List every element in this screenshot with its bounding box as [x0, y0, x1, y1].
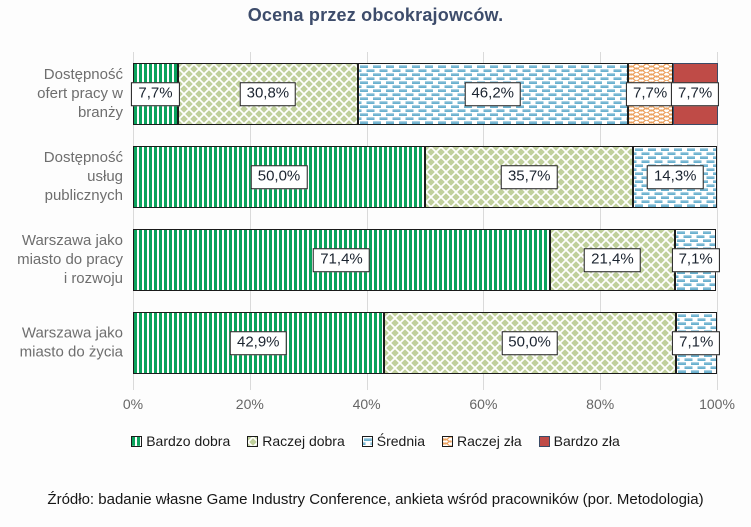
legend-swatch-diamond — [247, 435, 259, 447]
category-label: Warszawa jako miasto do pracy i rozwoju — [17, 231, 123, 287]
segment-value-label: 7,1% — [672, 331, 721, 355]
segment-value-label: 50,0% — [501, 331, 558, 355]
segment-value-label: 50,0% — [250, 165, 308, 189]
legend-item: Bardzo dobra — [131, 433, 230, 449]
segment-value-label: 7,7% — [131, 82, 180, 106]
category-label: Warszawa jako miasto do życia — [19, 324, 123, 360]
x-tick-label: 20% — [235, 396, 264, 412]
legend-swatch-wave — [442, 435, 454, 447]
bar-row: 50,0% 35,7% 14,3% — [133, 146, 717, 208]
bar-row: 7,7% 30,8% 46,2% 7,7% 7,7% — [131, 63, 720, 125]
x-tick-label: 60% — [469, 396, 498, 412]
legend-label: Bardzo zła — [553, 433, 620, 449]
x-tick-label: 40% — [352, 396, 381, 412]
segment-value-label: 7,7% — [670, 82, 720, 106]
gridline — [600, 52, 602, 390]
chart-title: Ocena przez obcokrajowców. — [247, 5, 504, 25]
source-note: Źródło: badanie własne Game Industry Con… — [47, 491, 704, 508]
segment-value-label: 14,3% — [646, 165, 704, 189]
legend-item: Raczej dobra — [247, 433, 345, 449]
segment-value-label: 42,9% — [229, 331, 287, 355]
bar-row: 71,4% 21,4% 7,1% — [133, 229, 720, 291]
gridline — [717, 52, 718, 390]
gridline — [133, 52, 134, 390]
legend-swatch-stripes — [131, 435, 143, 447]
segment-value-label: 21,4% — [584, 248, 641, 272]
legend-label: Raczej dobra — [262, 433, 345, 449]
x-tick-label: 0% — [122, 396, 144, 412]
legend-item: Bardzo zła — [538, 433, 620, 449]
segment-value-label: 71,4% — [313, 248, 370, 272]
segment-value-label: 30,8% — [239, 82, 297, 106]
segment-value-label: 46,2% — [464, 82, 522, 106]
bar-row: 42,9% 50,0% 7,1% — [133, 312, 721, 374]
bar-segment-stripes — [133, 312, 384, 374]
legend-label: Średnia — [376, 433, 426, 449]
gridline — [483, 52, 485, 390]
x-tick-label: 100% — [699, 396, 735, 412]
segment-value-label: 35,7% — [500, 165, 558, 189]
segment-value-label: 7,1% — [671, 248, 720, 272]
segment-value-label: 7,7% — [626, 82, 675, 106]
gridline — [366, 52, 368, 390]
category-label: Dostępność ofert pracy w branży — [37, 65, 123, 121]
legend-item: Średnia — [361, 433, 426, 449]
gridline — [249, 52, 251, 390]
legend-swatch-dash — [361, 435, 373, 447]
legend: Bardzo dobra Raczej dobra Średnia Raczej zł… — [0, 433, 751, 449]
x-tick-label: 80% — [586, 396, 615, 412]
legend-label: Raczej zła — [457, 433, 522, 449]
category-label: Dostępność usług publicznych — [43, 148, 123, 204]
legend-swatch-solid — [538, 435, 550, 447]
legend-label: Bardzo dobra — [146, 433, 231, 449]
legend-item: Raczej zła — [442, 433, 522, 449]
